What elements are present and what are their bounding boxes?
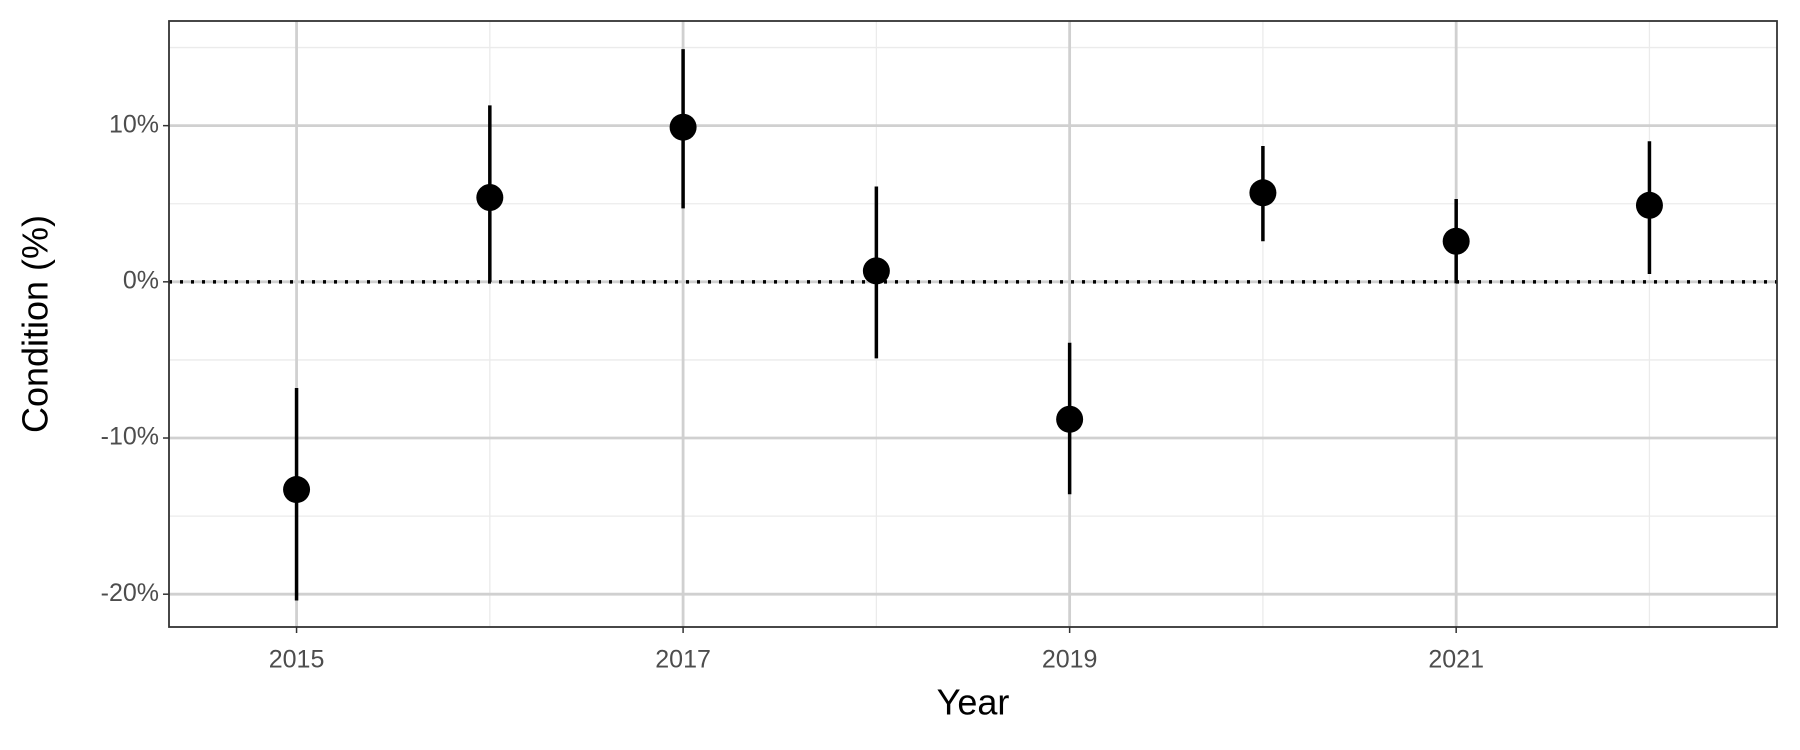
x-tick-label: 2019 [1042, 646, 1098, 674]
point [862, 257, 890, 285]
x-tick-label: 2017 [655, 646, 711, 674]
y-tick-label: -20% [101, 579, 159, 607]
plot-border [168, 20, 1778, 628]
point [283, 476, 311, 504]
point [669, 113, 697, 141]
point [476, 183, 504, 211]
x-tick-label: 2021 [1428, 646, 1484, 674]
x-axis-title: Year [937, 682, 1010, 723]
point [1635, 191, 1663, 219]
point [1056, 405, 1084, 433]
point [1442, 227, 1470, 255]
y-axis-title: Condition (%) [15, 215, 56, 433]
y-tick-label: -10% [101, 423, 159, 451]
y-tick-label: 0% [123, 266, 159, 294]
y-tick-label: 10% [109, 110, 159, 138]
point [1249, 179, 1277, 207]
x-tick-label: 2015 [269, 646, 325, 674]
